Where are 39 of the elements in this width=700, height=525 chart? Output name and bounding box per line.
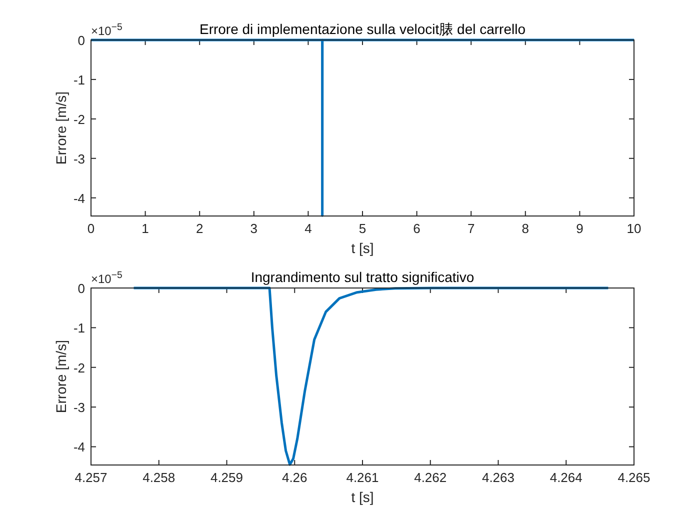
x-tick-label: 4.262: [414, 470, 447, 485]
y-tick-label: -2: [73, 112, 85, 127]
text: ×10$^{−5}$: [91, 22, 122, 38]
x-axis-title: t [s]: [351, 489, 374, 505]
y-tick-label: -4: [73, 190, 85, 206]
x-tick-label: 2: [196, 221, 204, 236]
x-tick-label: 9: [576, 221, 584, 236]
x-tick-label: 4.258: [142, 470, 176, 485]
y-tick-label: 0: [78, 281, 85, 296]
x-tick-label: 4.261: [346, 470, 379, 485]
x-tick-label: 6: [413, 221, 420, 236]
x-axis-title: t [s]: [351, 240, 374, 256]
y-tick-label: 0: [78, 33, 85, 48]
y-tick-label: -1: [73, 72, 85, 88]
x-tick-label: 5: [358, 221, 366, 236]
y-tick-label: -4: [73, 440, 85, 455]
y-tick-label: -1: [73, 320, 85, 336]
line-series: [132, 286, 610, 466]
x-tick-label: 4.265: [618, 470, 650, 485]
y-tick-label: -3: [73, 400, 85, 416]
x-tick-label: 4.263: [482, 470, 515, 485]
x-tick-label: 4.264: [550, 470, 582, 485]
x-tick-label: 4.259: [210, 470, 244, 485]
y-axis-title: Errore [m/s]: [53, 340, 69, 414]
chart-title: Ingrandimento sul tratto significativo: [250, 269, 474, 285]
chart-title: Errore di implementazione sulla velocit脿 del carrello: [199, 21, 526, 37]
x-tick-label: 7: [467, 221, 475, 236]
y-axis-title: Errore [m/s]: [53, 91, 69, 165]
y-tick-label: -2: [73, 360, 85, 376]
x-tick-label: 4: [304, 221, 312, 236]
x-tick-label: 10: [626, 221, 642, 236]
text: ×10$^{−5}$: [91, 270, 122, 286]
x-tick-label: 1: [142, 221, 149, 236]
x-tick-label: 3: [250, 221, 258, 236]
x-tick-label: 8: [522, 221, 530, 236]
x-tick-label: 4.257: [74, 470, 108, 485]
y-tick-label: -3: [73, 151, 85, 166]
x-tick-label: 0: [87, 221, 95, 236]
x-tick-label: 4.26: [282, 470, 308, 485]
